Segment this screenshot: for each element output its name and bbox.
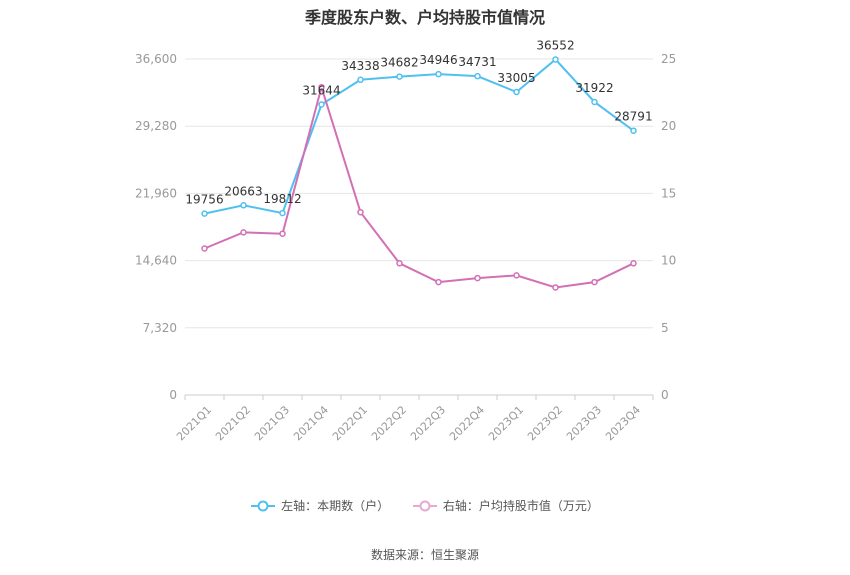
left-axis-tick-label: 14,640 [135,254,177,268]
data-point [201,210,208,217]
data-label: 34946 [419,53,457,67]
data-point [318,101,325,108]
data-point [396,73,403,80]
data-point [357,76,364,84]
data-point [240,229,247,236]
data-point [591,98,598,106]
data-point [630,127,637,134]
data-point [279,209,286,217]
series-line-right [204,83,634,289]
data-label: 20663 [224,184,262,198]
series-layer [201,56,637,291]
legend-label-left: 左轴：本期数（户） [281,499,390,513]
data-point [357,208,364,216]
data-label: 36552 [536,38,574,52]
x-axis-tick-label: 2023Q2 [525,403,565,443]
left-axis-tick-label: 29,280 [135,119,177,133]
data-label: 34731 [458,55,496,69]
x-axis-tick-label: 2021Q3 [252,403,292,443]
source-note: 数据来源：恒生聚源 [370,548,479,562]
right-axis-tick-label: 20 [661,119,676,133]
data-point [279,230,286,237]
data-point [552,284,559,291]
right-axis-tick-label: 0 [661,388,669,402]
x-axis-tick-label: 2021Q2 [213,403,253,443]
legend-label-right: 右轴：户均持股市值（万元） [442,499,599,513]
data-point [240,202,247,209]
data-point [474,274,481,282]
legend-item-left[interactable]: 左轴：本期数（户） [251,497,389,514]
data-point [201,245,208,252]
data-label: 19756 [185,193,223,207]
x-axis-tick-label: 2021Q1 [174,403,214,443]
legend-line-blue-icon [251,500,276,511]
data-point [435,70,442,78]
legend-item-right[interactable]: 右轴：户均持股市值（万元） [412,497,599,514]
left-axis-tick-label: 0 [169,388,177,402]
x-axis-tick-label: 2022Q4 [447,403,487,443]
series-line-left [204,58,635,215]
right-axis-tick-label: 25 [661,52,676,66]
data-point [318,83,325,91]
data-label: 19812 [263,192,301,206]
legend: 左轴：本期数（户） 右轴：户均持股市值（万元） [0,497,850,516]
data-point [513,272,520,279]
left-axis-tick-label: 21,960 [135,186,177,200]
left-axis-tick-label: 7,320 [143,321,177,335]
data-label: 34338 [341,59,379,73]
data-label: 33005 [497,71,535,85]
data-point [591,278,598,286]
data-label: 31922 [575,81,613,95]
right-axis-tick-label: 5 [661,321,669,335]
legend-line-pink-icon [412,500,437,511]
data-label: 34682 [380,56,418,70]
left-axis-tick-label: 36,600 [135,52,177,66]
x-axis-tick-label: 2022Q2 [369,403,409,443]
data-label: 31644 [302,83,340,97]
right-axis-tick-label: 10 [661,254,676,268]
grid-layer [185,58,653,329]
data-point [474,72,481,80]
chart-title: 季度股东户数、户均持股市值情况 [304,8,545,27]
right-axis-tick-label: 15 [661,186,676,200]
x-axis-tick-label: 2023Q1 [486,403,526,443]
x-axis-tick-label: 2021Q4 [291,403,331,443]
data-point [435,278,442,286]
data-point [630,260,637,267]
x-axis-tick-label: 2023Q4 [603,403,643,443]
axis-layer: 0 7,320 14,640 21,960 29,280 36,600 0 5 10 15 20 25… [135,52,676,443]
x-axis-tick-label: 2023Q3 [564,403,604,443]
data-point [396,260,403,267]
data-point [552,56,559,63]
data-point [513,88,520,96]
x-axis-tick-label: 2022Q1 [330,403,370,443]
data-label: 28791 [614,110,652,124]
x-axis-tick-label: 2022Q3 [408,403,448,443]
